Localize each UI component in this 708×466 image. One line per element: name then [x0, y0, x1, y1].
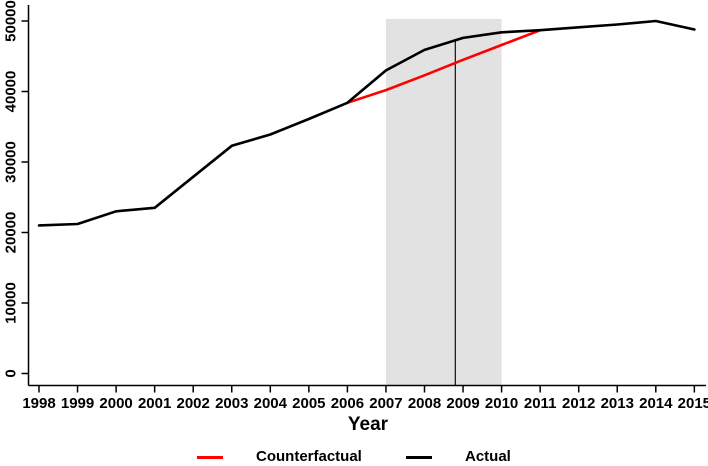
- x-tick-label: 2008: [408, 395, 441, 412]
- legend-actual-label: Actual: [465, 448, 511, 465]
- y-tick-label: 50000: [3, 0, 20, 42]
- legend-counterfactual-line-swatch: [197, 456, 223, 459]
- y-tick-label: 30000: [3, 141, 20, 183]
- y-tick-label: 0: [3, 369, 20, 377]
- x-tick-label: 2011: [524, 395, 557, 412]
- x-tick-label: 2002: [177, 395, 210, 412]
- x-tick-label: 2007: [369, 395, 402, 412]
- x-tick-label: 2001: [138, 395, 171, 412]
- shaded-region-2007-2010: [385, 19, 502, 386]
- x-tick-label: 2005: [292, 395, 325, 412]
- legend-counterfactual-label: Counterfactual: [256, 448, 362, 465]
- y-tick-label: 20000: [3, 212, 20, 254]
- x-tick-label: 2010: [485, 395, 518, 412]
- x-tick-label: 1999: [61, 395, 94, 412]
- x-tick-label: 2012: [562, 395, 595, 412]
- x-tick-label: 2015: [678, 395, 708, 412]
- actual-line: [37, 19, 696, 227]
- x-tick-label: 2003: [215, 395, 248, 412]
- x-tick-label: 1998: [22, 395, 55, 412]
- x-tick-label: 2004: [254, 395, 288, 412]
- x-tick-label: 2009: [446, 395, 479, 412]
- legend-actual-line-swatch: [406, 456, 432, 459]
- x-tick-label: 2013: [601, 395, 634, 412]
- x-axis-title: Year: [347, 414, 389, 435]
- y-tick-label: 40000: [3, 71, 20, 113]
- y-tick-label: 10000: [3, 282, 20, 324]
- x-tick-label: 2014: [639, 395, 673, 412]
- x-tick-label: 2006: [331, 395, 364, 412]
- counterfactual-line: [346, 28, 542, 105]
- x-tick-label: 2000: [99, 395, 132, 412]
